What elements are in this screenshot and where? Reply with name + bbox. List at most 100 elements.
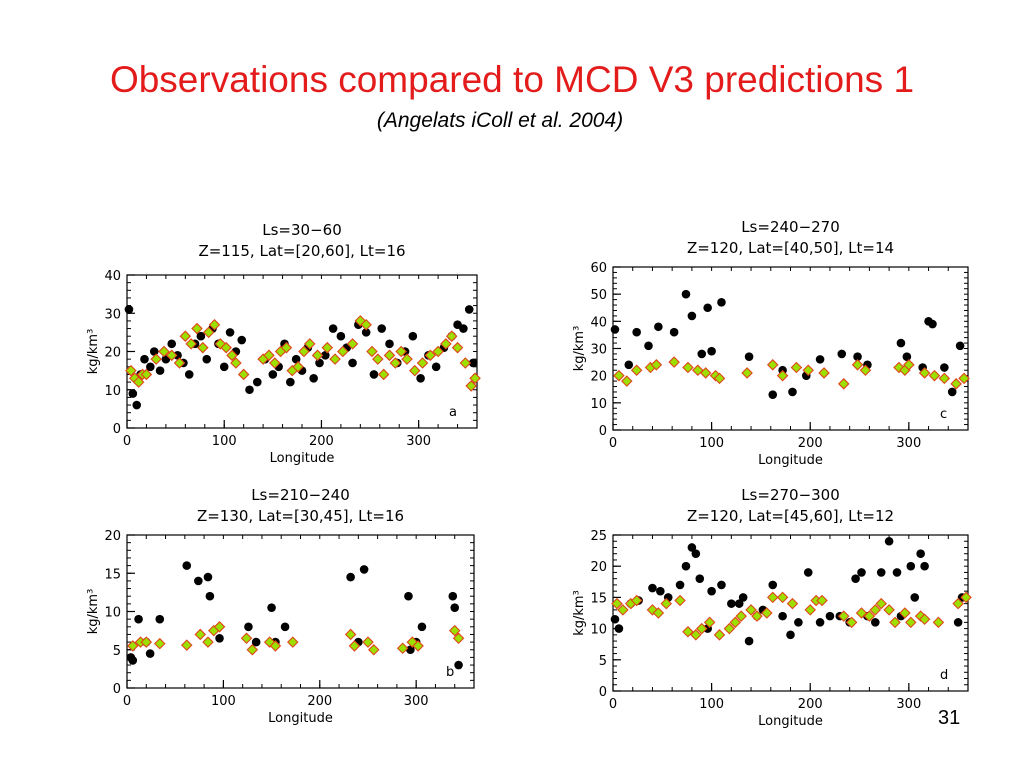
predicted-point bbox=[723, 622, 736, 635]
predicted-point bbox=[132, 376, 145, 388]
predicted-point bbox=[179, 330, 192, 342]
predicted-point bbox=[863, 610, 876, 622]
predicted-point bbox=[173, 357, 186, 369]
predicted-point bbox=[776, 591, 789, 604]
predicted-point bbox=[869, 604, 882, 616]
x-tick-label: 300 bbox=[404, 694, 429, 709]
observed-point bbox=[155, 614, 165, 624]
observed-point bbox=[245, 385, 254, 395]
predicted-point bbox=[191, 322, 203, 335]
predicted-point bbox=[802, 364, 815, 377]
predicted-point bbox=[153, 637, 166, 650]
x-axis-label: Longitude bbox=[270, 451, 335, 466]
predicted-point bbox=[180, 639, 193, 651]
predicted-point bbox=[786, 597, 799, 610]
y-tick-label: 5 bbox=[113, 644, 121, 659]
predicted-point bbox=[875, 597, 888, 610]
observed-point bbox=[707, 586, 716, 596]
observed-point bbox=[237, 335, 247, 345]
predicted-point bbox=[197, 341, 209, 354]
observed-point bbox=[196, 331, 206, 341]
observed-point bbox=[871, 618, 880, 627]
x-tick-label: 200 bbox=[798, 436, 823, 451]
predicted-point bbox=[630, 364, 643, 377]
predicted-point bbox=[311, 349, 324, 362]
predicted-point bbox=[416, 357, 429, 369]
observed-point bbox=[644, 341, 653, 351]
observed-point bbox=[268, 370, 278, 379]
predicted-point bbox=[699, 367, 712, 379]
observed-point bbox=[182, 561, 192, 570]
chart-title-line2: Z=120, Lat=[40,50], Lt=14 bbox=[687, 239, 894, 257]
predicted-point bbox=[816, 594, 828, 607]
observed-point bbox=[610, 325, 620, 334]
scatter-plot-a: Ls=30−60Z=115, Lat=[20,60], Lt=160 100 200… bbox=[86, 221, 481, 466]
predicted-point bbox=[855, 607, 868, 619]
observed-point bbox=[194, 576, 203, 586]
x-axis-label: Longitude bbox=[758, 714, 823, 729]
predicted-point bbox=[214, 338, 227, 350]
observed-point bbox=[738, 593, 748, 602]
predicted-point bbox=[932, 616, 945, 629]
y-tick-label: 50 bbox=[590, 288, 607, 303]
predicted-point bbox=[125, 364, 137, 377]
predicted-point bbox=[695, 622, 708, 635]
x-axis-label: Longitude bbox=[268, 711, 333, 726]
y-tick-label: 5 bbox=[599, 654, 607, 669]
observed-point bbox=[717, 580, 726, 590]
observed-point bbox=[853, 352, 862, 361]
x-tick-label: 100 bbox=[212, 434, 237, 449]
predicted-point bbox=[348, 640, 361, 652]
predicted-point bbox=[377, 368, 390, 381]
observed-point bbox=[416, 373, 425, 383]
predicted-point bbox=[958, 372, 970, 385]
panel-label: b bbox=[446, 665, 454, 680]
predicted-point bbox=[918, 367, 931, 379]
y-tick-label: 25 bbox=[590, 529, 607, 544]
observed-point bbox=[727, 599, 736, 608]
predicted-point bbox=[268, 357, 281, 369]
predicted-point bbox=[889, 616, 901, 629]
observed-point bbox=[955, 341, 965, 351]
predicted-point bbox=[383, 349, 396, 362]
observed-point bbox=[128, 656, 138, 665]
predicted-point bbox=[776, 369, 789, 382]
predicted-point bbox=[337, 345, 349, 358]
observed-point bbox=[953, 618, 963, 627]
predicted-point bbox=[741, 367, 753, 379]
x-tick-label: 0 bbox=[609, 697, 617, 712]
observed-point bbox=[328, 324, 338, 333]
y-tick-label: 30 bbox=[590, 343, 607, 358]
predicted-point bbox=[761, 607, 773, 619]
observed-point bbox=[431, 362, 441, 372]
observed-point bbox=[857, 568, 866, 577]
observed-point bbox=[788, 387, 797, 397]
observed-point bbox=[140, 354, 149, 364]
page-number: 31 bbox=[938, 707, 961, 729]
observed-point bbox=[892, 568, 902, 577]
predicted-point bbox=[837, 610, 850, 622]
observed-point bbox=[687, 311, 697, 321]
x-tick-label: 200 bbox=[309, 434, 334, 449]
x-tick-label: 300 bbox=[896, 697, 921, 712]
predicted-point bbox=[237, 368, 250, 381]
observed-point bbox=[778, 611, 787, 621]
predicted-point bbox=[158, 345, 170, 358]
predicted-point bbox=[818, 367, 830, 379]
observed-point bbox=[369, 370, 379, 379]
y-tick-label: 0 bbox=[599, 424, 607, 439]
chart-title-line2: Z=115, Lat=[20,60], Lt=16 bbox=[198, 242, 405, 260]
predicted-point bbox=[668, 356, 680, 368]
y-tick-label: 15 bbox=[590, 591, 607, 606]
predicted-point bbox=[346, 338, 359, 350]
predicted-point bbox=[280, 341, 293, 354]
predicted-point bbox=[202, 326, 215, 339]
y-tick-label: 10 bbox=[104, 606, 121, 621]
predicted-point bbox=[682, 361, 694, 374]
predicted-point bbox=[366, 345, 378, 358]
observed-point bbox=[145, 649, 155, 658]
predicted-point bbox=[194, 628, 207, 641]
y-tick-label: 10 bbox=[590, 623, 607, 638]
predicted-point bbox=[202, 636, 214, 648]
y-axis-label: kg/km³ bbox=[572, 326, 587, 372]
